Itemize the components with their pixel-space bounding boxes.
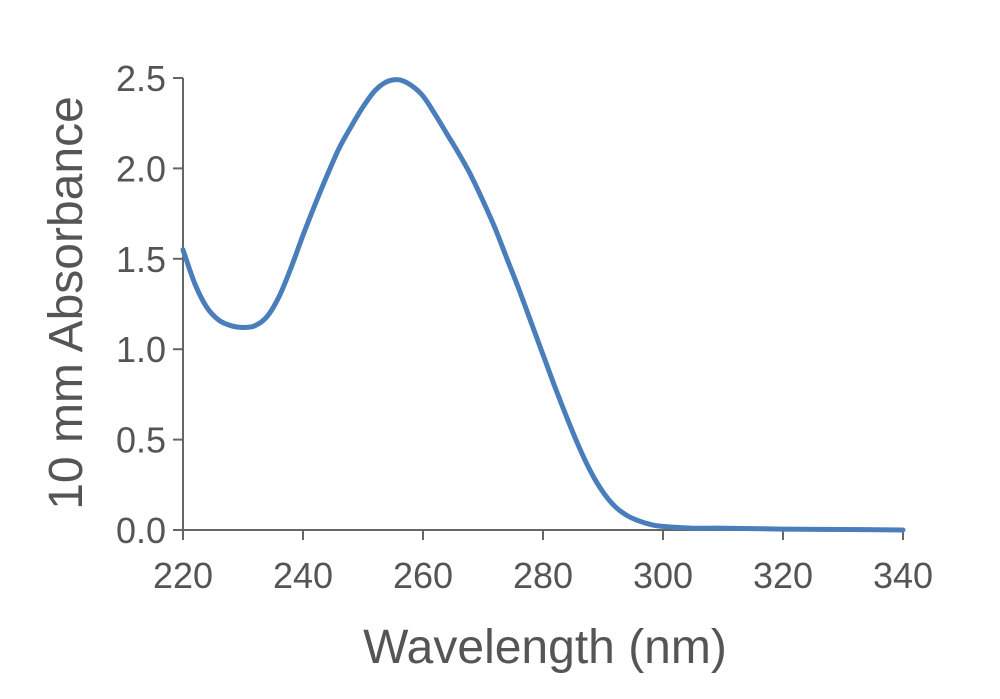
- x-tick-label: 240: [273, 555, 333, 596]
- x-axis-title: Wavelength (nm): [363, 621, 727, 674]
- y-tick-label: 1.5: [116, 239, 166, 280]
- x-tick-label: 320: [753, 555, 813, 596]
- y-axis-title: 10 mm Absorbance: [40, 96, 93, 510]
- series-layer: [180, 77, 906, 533]
- axes: [182, 78, 903, 531]
- y-tick-label: 2.5: [116, 58, 166, 99]
- x-tick-label: 300: [633, 555, 693, 596]
- x-ticks: 220 240 260 280 300 320 340: [153, 530, 933, 596]
- absorbance-series-line: [180, 77, 906, 533]
- y-tick-label: 0.5: [116, 420, 166, 461]
- x-tick-label: 260: [393, 555, 453, 596]
- y-tick-label: 0.0: [116, 510, 166, 551]
- y-ticks: 0.0 0.5 1.0 1.5 2.0 2.5: [116, 58, 183, 551]
- y-tick-label: 2.0: [116, 148, 166, 189]
- x-tick-label: 280: [513, 555, 573, 596]
- x-tick-label: 340: [873, 555, 933, 596]
- y-tick-label: 1.0: [116, 329, 166, 370]
- x-tick-label: 220: [153, 555, 213, 596]
